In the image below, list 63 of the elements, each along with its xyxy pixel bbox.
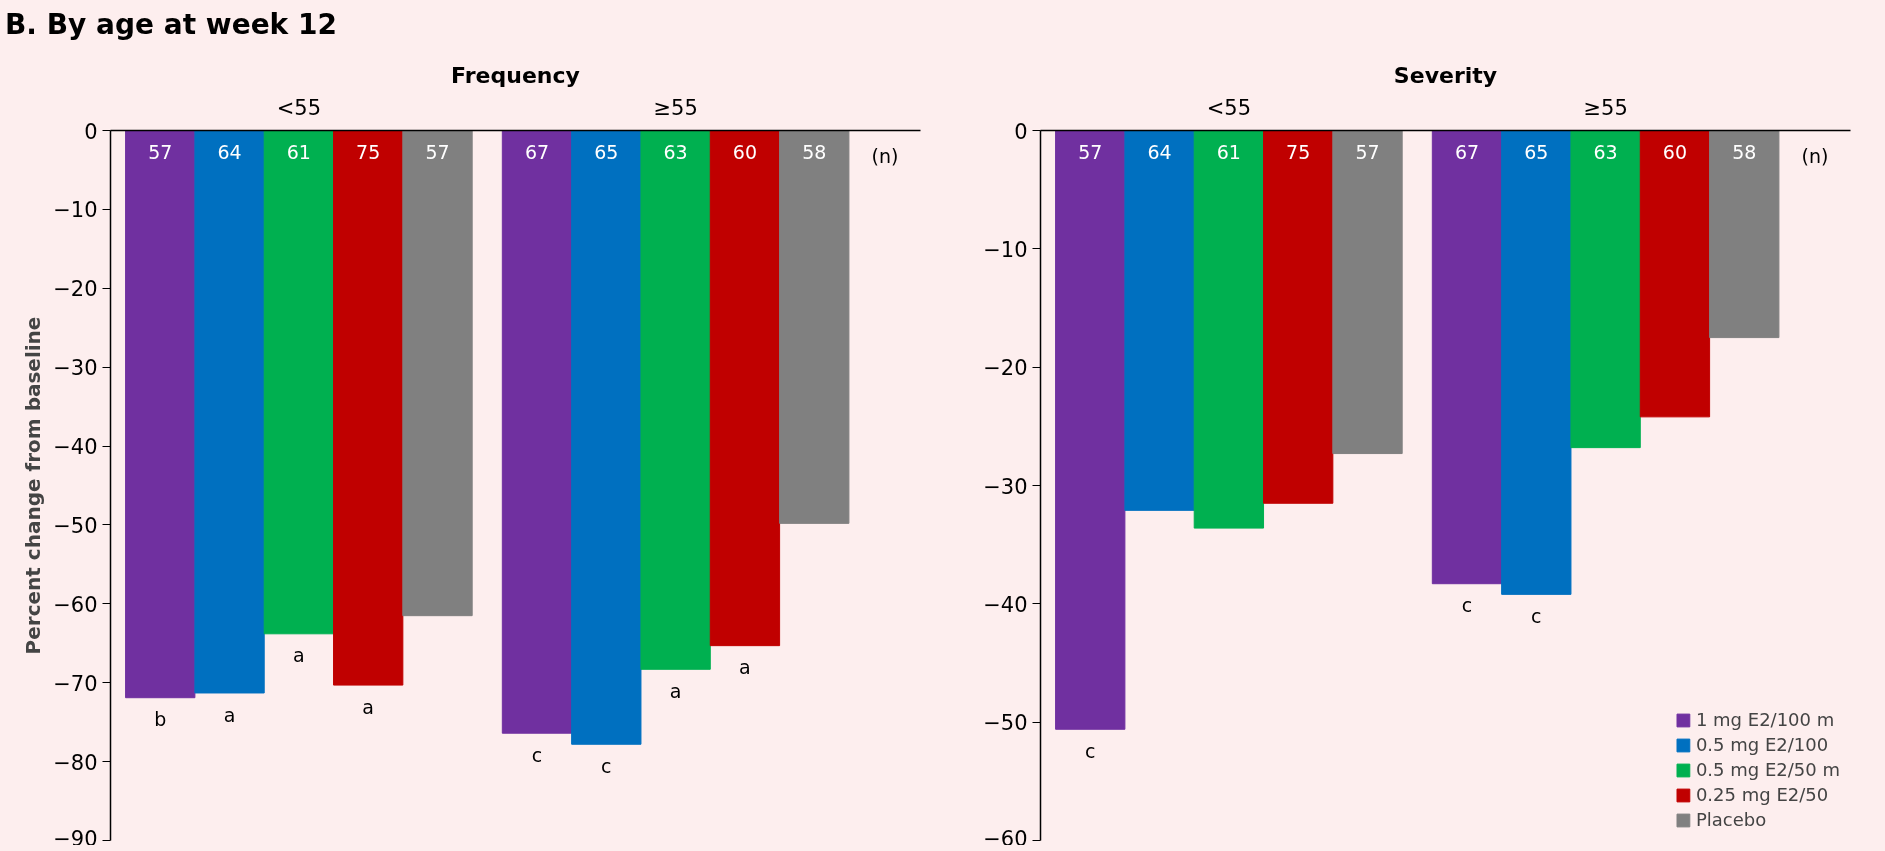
y-tick-label: 0 bbox=[1014, 119, 1028, 144]
text: B. By age at week 12 bbox=[5, 8, 337, 41]
x-tick-label: ≥55 bbox=[653, 95, 698, 120]
data-label: a bbox=[669, 679, 682, 702]
data-label: c bbox=[1531, 605, 1542, 628]
y-tick-label: −30 bbox=[53, 356, 98, 381]
annotation: 64 bbox=[217, 140, 242, 163]
y-tick-label: −80 bbox=[53, 750, 98, 775]
legend-label: Placebo bbox=[1695, 809, 1767, 830]
data-label: a bbox=[293, 644, 305, 667]
annotation: 57 bbox=[148, 140, 173, 163]
annotation: 75 bbox=[1286, 140, 1311, 163]
annotation: 63 bbox=[663, 140, 688, 163]
chart-title: Severity bbox=[1393, 62, 1498, 88]
x-tick-label: <55 bbox=[1206, 95, 1252, 120]
annotation: 67 bbox=[524, 140, 550, 163]
data-label: c bbox=[1461, 594, 1473, 617]
data-label: a bbox=[362, 695, 375, 718]
legend-label: 0.5 mg E2/100 bbox=[1695, 734, 1829, 755]
legend-label: 0.5 mg E2/50 m bbox=[1695, 759, 1840, 780]
y-tick-label: −50 bbox=[53, 513, 98, 538]
annotation: 57 bbox=[1355, 140, 1380, 163]
annotation: 58 bbox=[1732, 140, 1757, 163]
x-tick-label: ≥55 bbox=[1583, 95, 1628, 120]
y-tick-label: −10 bbox=[983, 237, 1028, 262]
annotation: 65 bbox=[1524, 140, 1549, 163]
annotation: 65 bbox=[594, 140, 619, 163]
annotation: (n) bbox=[1801, 144, 1829, 167]
y-axis-title: Percent change from baseline bbox=[21, 316, 46, 655]
y-tick-label: −40 bbox=[983, 592, 1028, 617]
y-tick-label: −60 bbox=[53, 592, 98, 617]
annotation: 57 bbox=[425, 140, 450, 163]
x-tick-label: <55 bbox=[276, 95, 322, 120]
annotation: 61 bbox=[286, 140, 311, 163]
y-tick-label: −40 bbox=[53, 435, 98, 460]
data-label: a bbox=[223, 703, 236, 726]
annotation: 63 bbox=[1593, 140, 1618, 163]
data-label: b bbox=[154, 708, 167, 731]
data-label: c bbox=[601, 754, 612, 777]
y-tick-label: −20 bbox=[53, 277, 98, 302]
data-label: c bbox=[1085, 739, 1096, 762]
annotation: (n) bbox=[871, 144, 899, 167]
y-tick-label: −90 bbox=[53, 826, 98, 851]
y-tick-label: −70 bbox=[53, 671, 98, 696]
y-tick-label: −20 bbox=[983, 356, 1028, 381]
y-tick-label: −10 bbox=[53, 198, 98, 223]
y-tick-label: −50 bbox=[983, 711, 1028, 736]
legend-label: 1 mg E2/100 m bbox=[1695, 709, 1835, 730]
annotation: 58 bbox=[802, 140, 827, 163]
y-tick-label: −30 bbox=[983, 474, 1028, 499]
chart-title: Frequency bbox=[451, 62, 580, 88]
annotation: 60 bbox=[732, 140, 758, 163]
y-tick-label: 0 bbox=[84, 119, 98, 144]
y-tick-label: −60 bbox=[983, 826, 1028, 851]
data-label: a bbox=[739, 656, 751, 679]
annotation: 61 bbox=[1216, 140, 1241, 163]
annotation: 57 bbox=[1078, 140, 1103, 163]
annotation: 67 bbox=[1454, 140, 1480, 163]
legend-label: 0.25 mg E2/50 bbox=[1695, 784, 1829, 805]
data-label: c bbox=[531, 743, 543, 766]
annotation: 75 bbox=[356, 140, 381, 163]
annotation: 64 bbox=[1147, 140, 1172, 163]
annotation: 60 bbox=[1662, 140, 1688, 163]
